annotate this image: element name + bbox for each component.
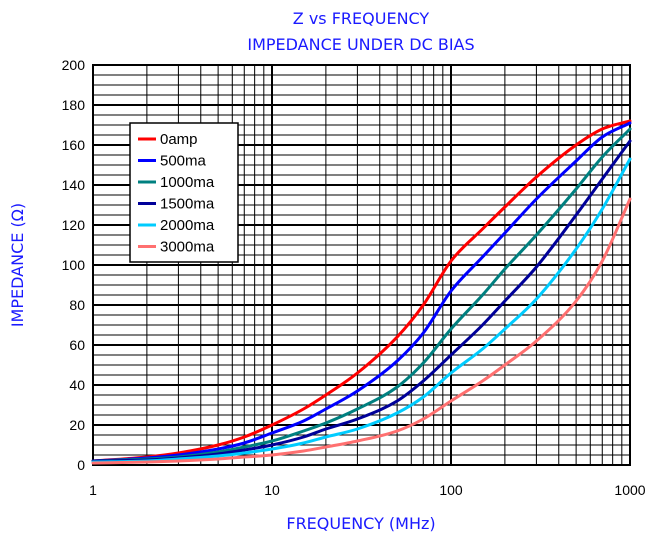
plot-border <box>92 64 631 466</box>
series-line-3000ma <box>91 197 632 465</box>
x-tick-label: 1 <box>89 482 97 498</box>
y-tick-label: 100 <box>62 257 86 273</box>
y-tick-label: 180 <box>62 97 86 113</box>
legend-label: 0amp <box>160 131 198 148</box>
y-axis-title: IMPEDANCE (Ω) <box>8 203 27 327</box>
legend-label: 1500ma <box>160 196 215 213</box>
legend: 0amp 500ma 1000ma 1500ma 2000ma 3000ma <box>129 122 239 263</box>
series-line-500ma <box>91 121 632 463</box>
minor-gridlines <box>93 65 630 465</box>
tick-labels: 0 20 40 60 80 100 120 140 160 180 200 1 10 100 1000 <box>62 57 646 498</box>
chart-title: Z vs FREQUENCY <box>293 9 430 28</box>
y-tick-label: 0 <box>77 457 85 473</box>
legend-label: 2000ma <box>160 217 215 234</box>
legend-label: 1000ma <box>160 174 215 191</box>
y-tick-label: 140 <box>62 177 86 193</box>
y-tick-label: 80 <box>69 297 85 313</box>
y-tick-label: 20 <box>69 417 85 433</box>
legend-label: 3000ma <box>160 239 215 256</box>
legend-label: 500ma <box>160 153 207 170</box>
y-tick-label: 120 <box>62 217 86 233</box>
x-tick-label: 10 <box>264 482 280 498</box>
y-tick-label: 160 <box>62 137 86 153</box>
chart-subtitle: IMPEDANCE UNDER DC BIAS <box>247 35 474 54</box>
series-line-1500ma <box>91 139 632 463</box>
x-tick-label: 100 <box>439 482 463 498</box>
series-line-1000ma <box>91 127 632 463</box>
y-tick-label: 60 <box>69 337 85 353</box>
x-tick-label: 1000 <box>614 482 645 498</box>
series-lines <box>91 119 632 465</box>
y-tick-label: 40 <box>69 377 85 393</box>
legend-box <box>129 122 239 263</box>
y-tick-label: 200 <box>62 57 86 73</box>
x-axis-title: FREQUENCY (MHz) <box>286 514 435 533</box>
series-line-0amp <box>91 119 632 463</box>
series-line-2000ma <box>91 157 632 464</box>
